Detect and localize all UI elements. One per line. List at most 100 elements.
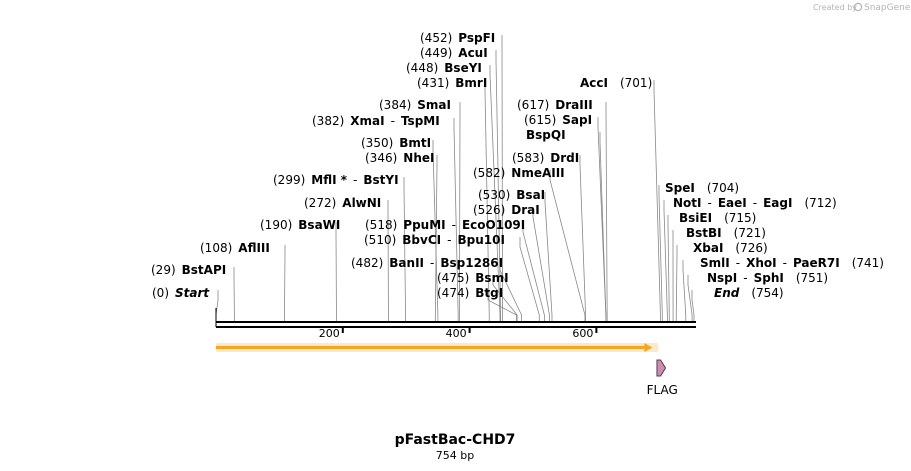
enzyme-name[interactable]: End bbox=[714, 286, 740, 300]
site-label[interactable]: (615) SapI bbox=[524, 113, 592, 127]
site-label[interactable]: (29) BstAPI bbox=[151, 263, 226, 277]
site-label[interactable]: NspI - SphI (751) bbox=[707, 271, 828, 285]
site-label[interactable]: (431) BmrI bbox=[417, 76, 487, 90]
site-label[interactable]: (452) PspFI bbox=[420, 31, 495, 45]
site-label[interactable]: BspQI bbox=[526, 128, 566, 142]
site-label[interactable]: XbaI (726) bbox=[693, 241, 768, 255]
flag-feature[interactable]: FLAG bbox=[647, 359, 678, 397]
site-label[interactable]: NotI - EaeI - EagI (712) bbox=[673, 196, 837, 210]
enzyme-name[interactable]: BsmI bbox=[475, 271, 508, 285]
enzyme-name[interactable]: NspI bbox=[707, 271, 737, 285]
enzyme-name[interactable]: PaeR7I bbox=[793, 256, 840, 270]
enzyme-name[interactable]: BbvCI bbox=[402, 233, 441, 247]
site-label[interactable]: (299) MflI * - BstYI bbox=[273, 173, 399, 187]
site-leader-line bbox=[544, 192, 553, 321]
enzyme-name[interactable]: BstBI bbox=[686, 226, 722, 240]
enzyme-name[interactable]: SmlI bbox=[700, 256, 730, 270]
enzyme-name[interactable]: PpuMI bbox=[403, 218, 445, 232]
site-label[interactable]: AccI (701) bbox=[580, 76, 652, 90]
enzyme-name[interactable]: NotI bbox=[673, 196, 702, 210]
enzyme-name[interactable]: BsiEI bbox=[679, 211, 712, 225]
site-leader-line bbox=[522, 222, 545, 321]
enzyme-name[interactable]: BmrI bbox=[455, 76, 487, 90]
enzyme-name[interactable]: BmtI bbox=[399, 136, 431, 150]
enzyme-name[interactable]: SmaI bbox=[417, 98, 451, 112]
enzyme-name[interactable]: NheI bbox=[403, 151, 434, 165]
site-coordinate: (448) bbox=[406, 61, 438, 75]
site-label[interactable]: (526) DraI bbox=[473, 203, 540, 217]
site-label[interactable]: (190) BsaWI bbox=[260, 218, 340, 232]
site-coordinate: (715) bbox=[724, 211, 756, 225]
site-leader-line bbox=[284, 245, 286, 321]
site-leader-line bbox=[489, 65, 501, 321]
site-coordinate: (701) bbox=[620, 76, 652, 90]
enzyme-name[interactable]: BseYI bbox=[444, 61, 482, 75]
site-label[interactable]: (346) NheI bbox=[365, 151, 434, 165]
site-label[interactable]: (530) BsaI bbox=[478, 188, 545, 202]
ruler-tick-label: 600 bbox=[572, 327, 593, 340]
site-label[interactable]: (0) Start bbox=[152, 286, 210, 300]
site-label[interactable]: (482) BanII - Bsp1286I bbox=[351, 256, 503, 270]
site-label[interactable]: SpeI (704) bbox=[665, 181, 739, 195]
enzyme-name[interactable]: SphI bbox=[754, 271, 784, 285]
enzyme-name[interactable]: XhoI bbox=[746, 256, 777, 270]
enzyme-name[interactable]: DraI bbox=[511, 203, 539, 217]
plasmid-name: pFastBac-CHD7 bbox=[395, 432, 516, 448]
site-label[interactable]: (448) BseYI bbox=[406, 61, 482, 75]
site-coordinate: (452) bbox=[420, 31, 452, 45]
enzyme-name[interactable]: Bpu10I bbox=[457, 233, 504, 247]
site-label[interactable]: (382) XmaI - TspMI bbox=[312, 114, 440, 128]
enzyme-name[interactable]: XbaI bbox=[693, 241, 723, 255]
site-label[interactable]: BsiEI (715) bbox=[679, 211, 756, 225]
site-label[interactable]: (108) AflIII bbox=[200, 241, 270, 255]
site-label[interactable]: (583) DrdI bbox=[512, 151, 579, 165]
ruler-tick-label: 400 bbox=[446, 327, 467, 340]
site-leader-lines bbox=[215, 35, 695, 321]
credit-text: Created by bbox=[813, 3, 857, 12]
enzyme-name[interactable]: BsaWI bbox=[298, 218, 340, 232]
site-leader-line bbox=[487, 290, 517, 321]
enzyme-name[interactable]: BanII bbox=[389, 256, 424, 270]
enzyme-name[interactable]: DraIII bbox=[555, 98, 592, 112]
enzyme-name[interactable]: BspQI bbox=[526, 128, 566, 142]
site-label[interactable]: (617) DraIII bbox=[517, 98, 593, 112]
site-label[interactable]: (518) PpuMI - EcoO109I bbox=[365, 218, 525, 232]
enzyme-name[interactable]: EagI bbox=[763, 196, 792, 210]
enzyme-name[interactable]: AcuI bbox=[458, 46, 487, 60]
enzyme-name[interactable]: TspMI bbox=[401, 114, 440, 128]
site-coordinate: (299) bbox=[273, 173, 305, 187]
site-label[interactable]: End (754) bbox=[714, 286, 784, 300]
enzyme-name[interactable]: BstAPI bbox=[182, 263, 227, 277]
enzyme-name[interactable]: EaeI bbox=[718, 196, 747, 210]
enzyme-name[interactable]: AflIII bbox=[238, 241, 270, 255]
enzyme-name[interactable]: BtgI bbox=[475, 286, 503, 300]
site-label[interactable]: (350) BmtI bbox=[361, 136, 431, 150]
enzyme-name[interactable]: SapI bbox=[562, 113, 592, 127]
flag-feature-arrow[interactable] bbox=[656, 359, 667, 377]
enzyme-name[interactable]: Start bbox=[175, 286, 210, 300]
enzyme-name[interactable]: Bsp1286I bbox=[440, 256, 503, 270]
site-coordinate: (475) bbox=[437, 271, 469, 285]
site-label[interactable]: (510) BbvCI - Bpu10I bbox=[364, 233, 505, 247]
enzyme-name[interactable]: XmaI bbox=[350, 114, 384, 128]
site-leader-line bbox=[499, 260, 522, 321]
site-label[interactable]: (582) NmeAIII bbox=[473, 166, 565, 180]
enzyme-name[interactable]: SpeI bbox=[665, 181, 695, 195]
enzyme-name[interactable]: AlwNI bbox=[342, 196, 381, 210]
enzyme-name[interactable]: EcoO109I bbox=[462, 218, 525, 232]
enzyme-name[interactable]: AccI bbox=[580, 76, 608, 90]
site-label[interactable]: (474) BtgI bbox=[437, 286, 503, 300]
site-label[interactable]: (384) SmaI bbox=[379, 98, 451, 112]
site-label[interactable]: (475) BsmI bbox=[437, 271, 509, 285]
enzyme-name[interactable]: PspFI bbox=[458, 31, 495, 45]
site-label[interactable]: SmlI - XhoI - PaeR7I (741) bbox=[700, 256, 884, 270]
enzyme-name[interactable]: MflI * bbox=[311, 173, 347, 187]
site-label[interactable]: (272) AlwNI bbox=[304, 196, 381, 210]
enzyme-name[interactable]: BsaI bbox=[516, 188, 545, 202]
site-label[interactable]: (449) AcuI bbox=[420, 46, 488, 60]
enzyme-name[interactable]: DrdI bbox=[550, 151, 579, 165]
site-label[interactable]: BstBI (721) bbox=[686, 226, 766, 240]
enzyme-name[interactable]: BstYI bbox=[363, 173, 398, 187]
enzyme-name[interactable]: NmeAIII bbox=[511, 166, 564, 180]
sequence-backbone bbox=[215, 308, 696, 328]
